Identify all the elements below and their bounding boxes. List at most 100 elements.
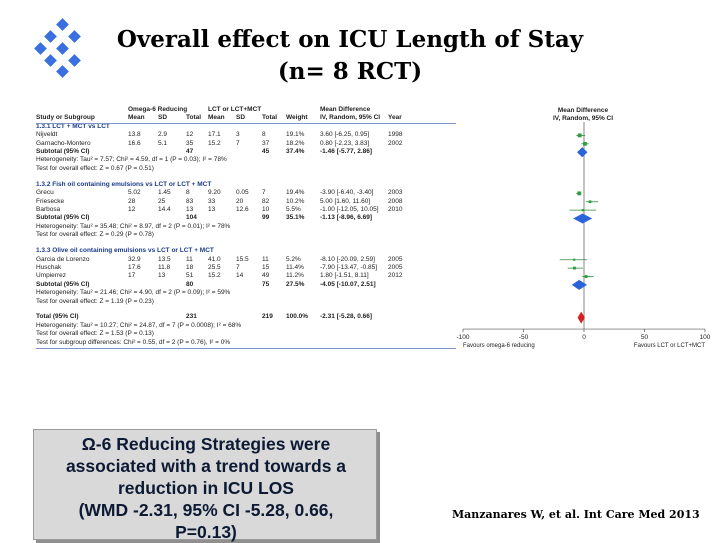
study-ci: 1.80 [-1.51, 8.11] [320, 272, 369, 280]
study-sd-1: 13 [158, 272, 166, 280]
subtotal-weight: 27.5% [286, 280, 305, 288]
study-mean-2: 15.2 [208, 139, 221, 147]
study-total-2: 7 [262, 189, 266, 197]
header-mean-2: Mean [208, 114, 225, 122]
study-year: 2003 [388, 189, 403, 197]
total-total-2: 219 [262, 313, 273, 321]
study-mean-2: 41.0 [208, 255, 221, 263]
study-mean-2: 15.2 [208, 272, 221, 280]
study-point [583, 141, 587, 146]
study-ci: 0.80 [-2.23, 3.83] [320, 139, 370, 147]
subtotal-diamond [577, 147, 588, 158]
subtotal-total-2: 45 [262, 148, 270, 155]
study-mean-2: 13 [208, 205, 216, 213]
total-footer-text: Heterogeneity: Tau² = 10.27; Chi² = 24.8… [36, 321, 242, 329]
summary-callout: Ω-6 Reducing Strategies were associated … [33, 429, 378, 543]
overall-effect-text: Test for overall effect: Z = 0.29 (P = 0… [36, 231, 154, 239]
study-mean-1: 17.6 [128, 263, 141, 271]
table-rule [36, 122, 456, 124]
study-ci: -7.90 [-13.47, -0.85] [320, 263, 378, 271]
subtotal-total-1: 47 [186, 148, 194, 155]
study-point [588, 200, 592, 204]
study-weight: 5.5% [286, 205, 301, 213]
subtotal-total-2: 75 [262, 280, 270, 288]
heterogeneity-text: Heterogeneity: Tau² = 7.57; Chi² = 4.59,… [36, 156, 227, 164]
header-weight: Weight [286, 114, 308, 122]
study-name: Garnacho-Montero [36, 139, 91, 147]
total-footer-text: Test for subgroup differences: Chi² = 0.… [36, 338, 231, 346]
study-total-2: 11 [262, 255, 269, 263]
study-total-1: 83 [186, 197, 194, 205]
study-mean-2: 17.1 [208, 131, 221, 139]
study-year: 2008 [388, 197, 403, 205]
study-point [573, 266, 576, 270]
study-total-2: 82 [262, 197, 270, 205]
study-total-1: 35 [186, 139, 194, 147]
header-study: Study or Subgroup [36, 114, 95, 122]
subtotal-total-1: 104 [186, 214, 197, 222]
study-mean-1: 16.6 [128, 139, 141, 147]
subtotal-diamond [573, 213, 593, 224]
header-total-2: Total [262, 114, 278, 122]
callout-text: Ω-6 Reducing Strategies were associated … [34, 433, 378, 543]
subtotal-label: Subtotal (95% CI) [36, 148, 90, 155]
study-mean-1: 28 [128, 197, 136, 205]
study-year: 2010 [388, 205, 403, 213]
study-name: Nijveldt [36, 131, 58, 139]
study-sd-2: 7 [236, 263, 240, 271]
study-total-2: 10 [262, 205, 270, 213]
study-ci: -8.10 [-20.09, 2.59] [320, 255, 375, 263]
study-sd-1: 11.8 [158, 263, 171, 271]
study-year: 2005 [388, 263, 403, 271]
study-sd-1: 2.9 [158, 131, 168, 139]
callout-line-4: (WMD -2.31, 95% CI -5.28, 0.66, [78, 500, 334, 520]
study-mean-2: 9.20 [208, 189, 221, 197]
study-weight: 5.2% [286, 255, 301, 263]
group-label-text: 1.3.2 Fish oil containing emulsions vs L… [36, 180, 212, 188]
x-tick-label: -100 [456, 334, 469, 341]
study-sd-2: 15.5 [236, 255, 249, 263]
study-year: 1998 [388, 131, 403, 139]
study-mean-1: 17 [128, 272, 136, 280]
study-point [584, 275, 588, 278]
logo-shapes [34, 18, 81, 78]
total-total-1: 231 [186, 313, 197, 321]
header-year: Year [388, 114, 402, 122]
header-group-2: LCT or LCT+MCT [208, 106, 262, 113]
overall-effect-text: Test for overall effect: Z = 0.67 (P = 0… [36, 164, 154, 172]
study-sd-2: 7 [236, 139, 240, 147]
study-ci: -3.90 [-6.40, -3.40] [320, 189, 374, 197]
title-line-1: Overall effect on ICU Length of Stay [116, 26, 584, 53]
study-year: 2002 [388, 139, 403, 147]
total-label: Total (95% CI) [36, 313, 79, 321]
study-mean-1: 12 [128, 205, 136, 213]
study-point [577, 191, 582, 196]
study-total-1: 18 [186, 263, 194, 271]
study-sd-1: 14.4 [158, 205, 171, 213]
subtotal-diamond [571, 279, 588, 290]
x-tick-label: 0 [582, 334, 586, 341]
header-group-1: Omega-6 Reducing [128, 106, 188, 113]
header-sd-2: SD [236, 114, 246, 122]
x-tick-label: 50 [641, 334, 649, 341]
study-name: Huschak [36, 263, 62, 271]
study-mean-2: 33 [208, 197, 216, 205]
title-line-2: (n= 8 RCT) [277, 58, 423, 85]
citation: Manzanares W, et al. Int Care Med 2013 [452, 508, 700, 521]
total-weight: 100.0% [286, 313, 309, 321]
study-sd-2: 3 [236, 131, 240, 139]
study-sd-2: 20 [236, 197, 244, 205]
study-sd-1: 1.45 [158, 189, 171, 197]
header-ci: IV, Random, 95% CI [320, 114, 381, 122]
study-year: 2005 [388, 255, 403, 263]
study-sd-1: 5.1 [158, 139, 168, 147]
study-sd-2: 12.6 [236, 205, 249, 213]
study-total-1: 8 [186, 189, 190, 197]
subtotal-ci: -4.05 [-10.07, 2.51] [320, 280, 376, 288]
study-mean-2: 25.5 [208, 263, 221, 271]
study-mean-1: 5.02 [128, 189, 141, 197]
subtotal-ci: -1.13 [-8.96, 6.69] [320, 214, 373, 222]
callout-line-2: associated with a trend towards a [65, 456, 347, 476]
heterogeneity-text: Heterogeneity: Tau² = 35.48; Chi² = 8.97… [36, 222, 231, 230]
overall-effect-text: Test for overall effect: Z = 1.19 (P = 0… [36, 297, 154, 305]
